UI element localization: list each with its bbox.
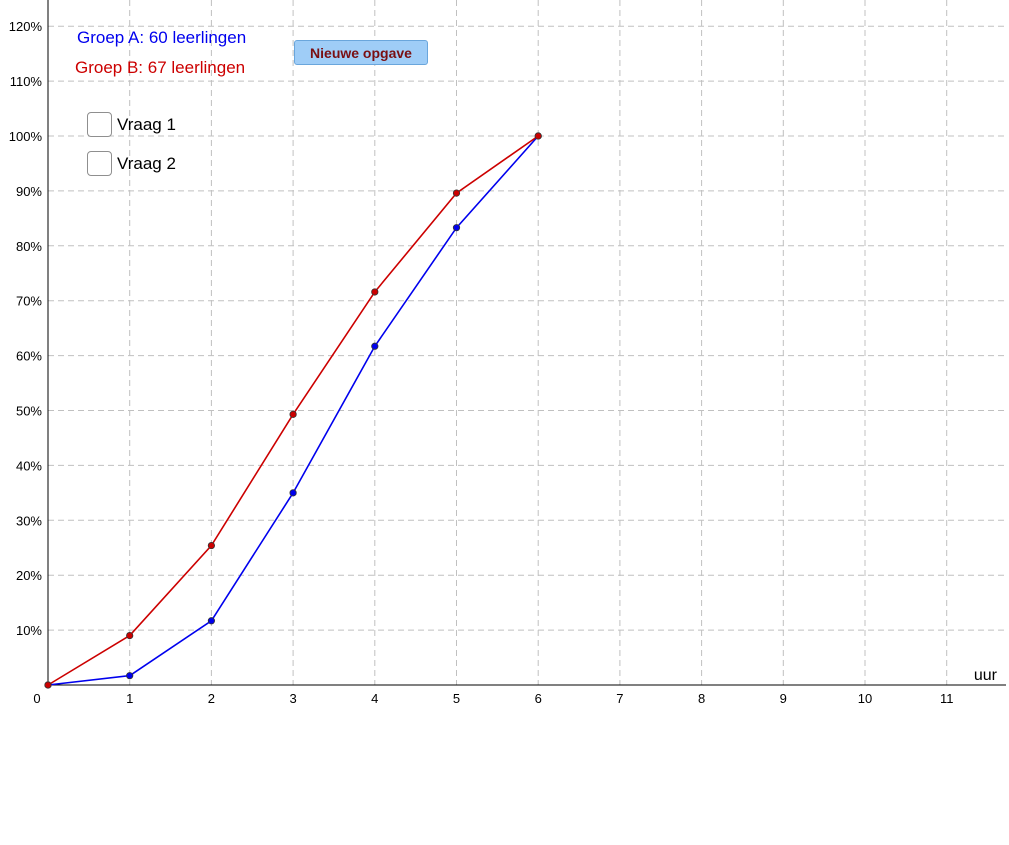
new-exercise-button[interactable]: Nieuwe opgave	[294, 40, 428, 65]
y-tick-label: 20%	[16, 568, 42, 583]
checkbox-vraag-2[interactable]: Vraag 2	[87, 151, 176, 176]
data-point-a[interactable]	[289, 489, 297, 497]
x-tick-label: 3	[289, 691, 296, 706]
y-tick-label: 100%	[9, 129, 43, 144]
data-point-b[interactable]	[126, 631, 134, 640]
checkbox-vraag-1[interactable]: Vraag 1	[87, 112, 176, 137]
checkbox-label: Vraag 1	[117, 114, 176, 134]
y-tick-label: 80%	[16, 239, 42, 254]
x-tick-label: 2	[208, 691, 215, 706]
checkbox-box[interactable]	[87, 112, 112, 137]
x-tick-label: 4	[371, 691, 378, 706]
x-tick-label: 8	[698, 691, 705, 706]
data-point-a[interactable]	[452, 224, 461, 232]
y-tick-label: 50%	[16, 404, 42, 419]
x-tick-label: 10	[858, 691, 872, 706]
x-tick-label: 6	[535, 691, 542, 706]
data-point-b[interactable]	[371, 288, 379, 296]
data-point-b[interactable]	[452, 189, 461, 197]
y-tick-label: 70%	[16, 294, 42, 309]
data-point-a[interactable]	[126, 672, 134, 680]
y-tick-label: 120%	[9, 19, 43, 34]
grid	[48, 0, 1006, 685]
x-tick-label: 7	[616, 691, 623, 706]
y-tick-label: 110%	[10, 74, 43, 89]
data-point-a[interactable]	[371, 342, 379, 350]
data-point-b[interactable]	[534, 132, 542, 140]
y-tick-label: 10%	[16, 623, 42, 638]
data-point-b[interactable]	[207, 541, 215, 550]
x-tick-label: 9	[780, 691, 787, 706]
group-b-label: Groep B: 67 leerlingen	[75, 58, 246, 77]
x-tick-label: 11	[940, 691, 954, 706]
axes	[47, 0, 1006, 686]
y-tick-label: 40%	[16, 458, 42, 473]
y-tick-label: 90%	[16, 184, 42, 199]
y-tick-label: 60%	[16, 349, 42, 364]
series-layer	[44, 132, 542, 689]
data-point-a[interactable]	[207, 617, 215, 625]
y-tick-label: 30%	[16, 513, 42, 528]
x-axis-label: uur	[974, 667, 998, 684]
x-tick-label: 1	[126, 691, 133, 706]
data-point-b[interactable]	[289, 410, 297, 418]
checkbox-box[interactable]	[87, 151, 112, 176]
x-tick-label: 0	[33, 691, 40, 706]
x-tick-label: 5	[453, 691, 460, 706]
data-point-b[interactable]	[44, 681, 52, 689]
group-a-label: Groep A: 60 leerlingen	[77, 28, 247, 47]
tick-labels: 0 1 2 3 4 5 6 7 8 9 10 11 10% 20% 30% 40% 50% 60% 70% 80% 90…	[9, 19, 954, 706]
checkbox-label: Vraag 2	[117, 153, 176, 173]
